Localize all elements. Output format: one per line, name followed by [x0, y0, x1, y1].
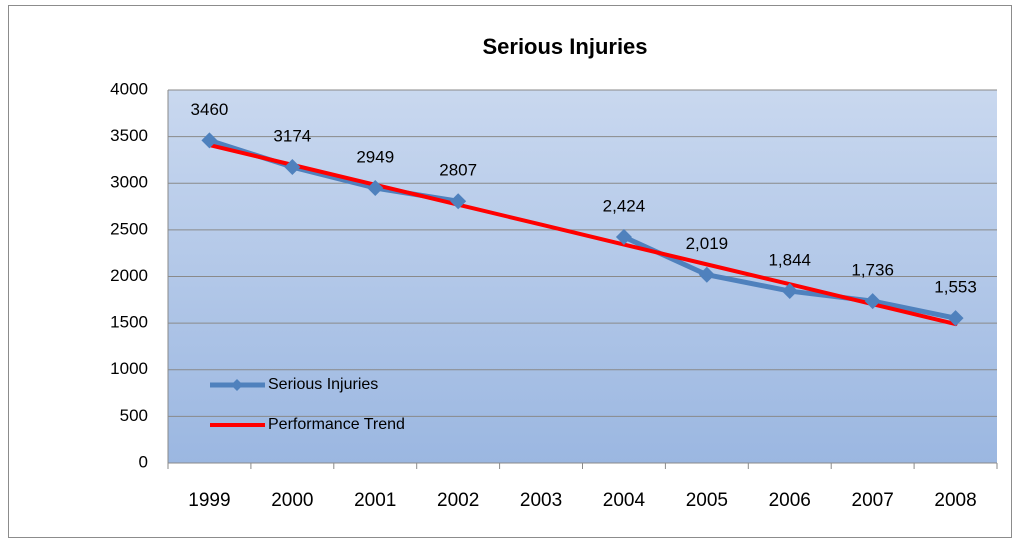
data-label: 2,424: [603, 196, 646, 215]
x-tick-label: 2005: [686, 490, 728, 511]
y-tick-label: 1000: [110, 359, 148, 378]
marker: [781, 283, 798, 300]
marker: [201, 132, 218, 149]
series-line: [207, 143, 958, 327]
data-label: 3460: [191, 100, 229, 119]
y-tick-label: 2500: [110, 219, 148, 238]
y-tick-label: 500: [120, 406, 148, 425]
x-tick-label: 2006: [769, 490, 811, 511]
x-tick-label: 2007: [852, 490, 894, 511]
legend-marker: [231, 379, 243, 391]
y-tick-label: 0: [139, 452, 148, 471]
marker: [615, 228, 632, 245]
marker: [450, 193, 467, 210]
x-tick-label: 2008: [934, 490, 976, 511]
x-tick-label: 2004: [603, 490, 646, 511]
marker: [947, 310, 964, 327]
data-label: 1,736: [851, 261, 894, 280]
legend-label: Serious Injuries: [268, 376, 378, 393]
data-label: 2807: [439, 161, 477, 180]
marker: [698, 266, 715, 283]
x-tick-label: 2000: [271, 490, 313, 511]
x-tick-label: 2002: [437, 490, 479, 511]
data-label: 2,019: [686, 234, 729, 253]
y-tick-label: 2000: [110, 266, 148, 285]
x-tick-label: 1999: [188, 490, 230, 511]
y-tick-label: 3500: [110, 126, 148, 145]
x-tick-label: 2003: [520, 490, 562, 511]
x-tick-label: 2001: [354, 490, 396, 511]
y-tick-label: 3000: [110, 173, 148, 192]
data-label: 2949: [356, 147, 394, 166]
data-label: 1,844: [768, 251, 811, 270]
marker: [864, 293, 881, 310]
marker: [284, 159, 301, 176]
y-tick-label: 4000: [110, 79, 148, 98]
marker: [367, 180, 384, 197]
chart-title: Serious Injuries: [482, 34, 647, 59]
data-label: 1,553: [934, 278, 977, 297]
y-tick-label: 1500: [110, 313, 148, 332]
data-label: 3174: [273, 127, 311, 146]
legend-label: Performance Trend: [268, 416, 405, 433]
